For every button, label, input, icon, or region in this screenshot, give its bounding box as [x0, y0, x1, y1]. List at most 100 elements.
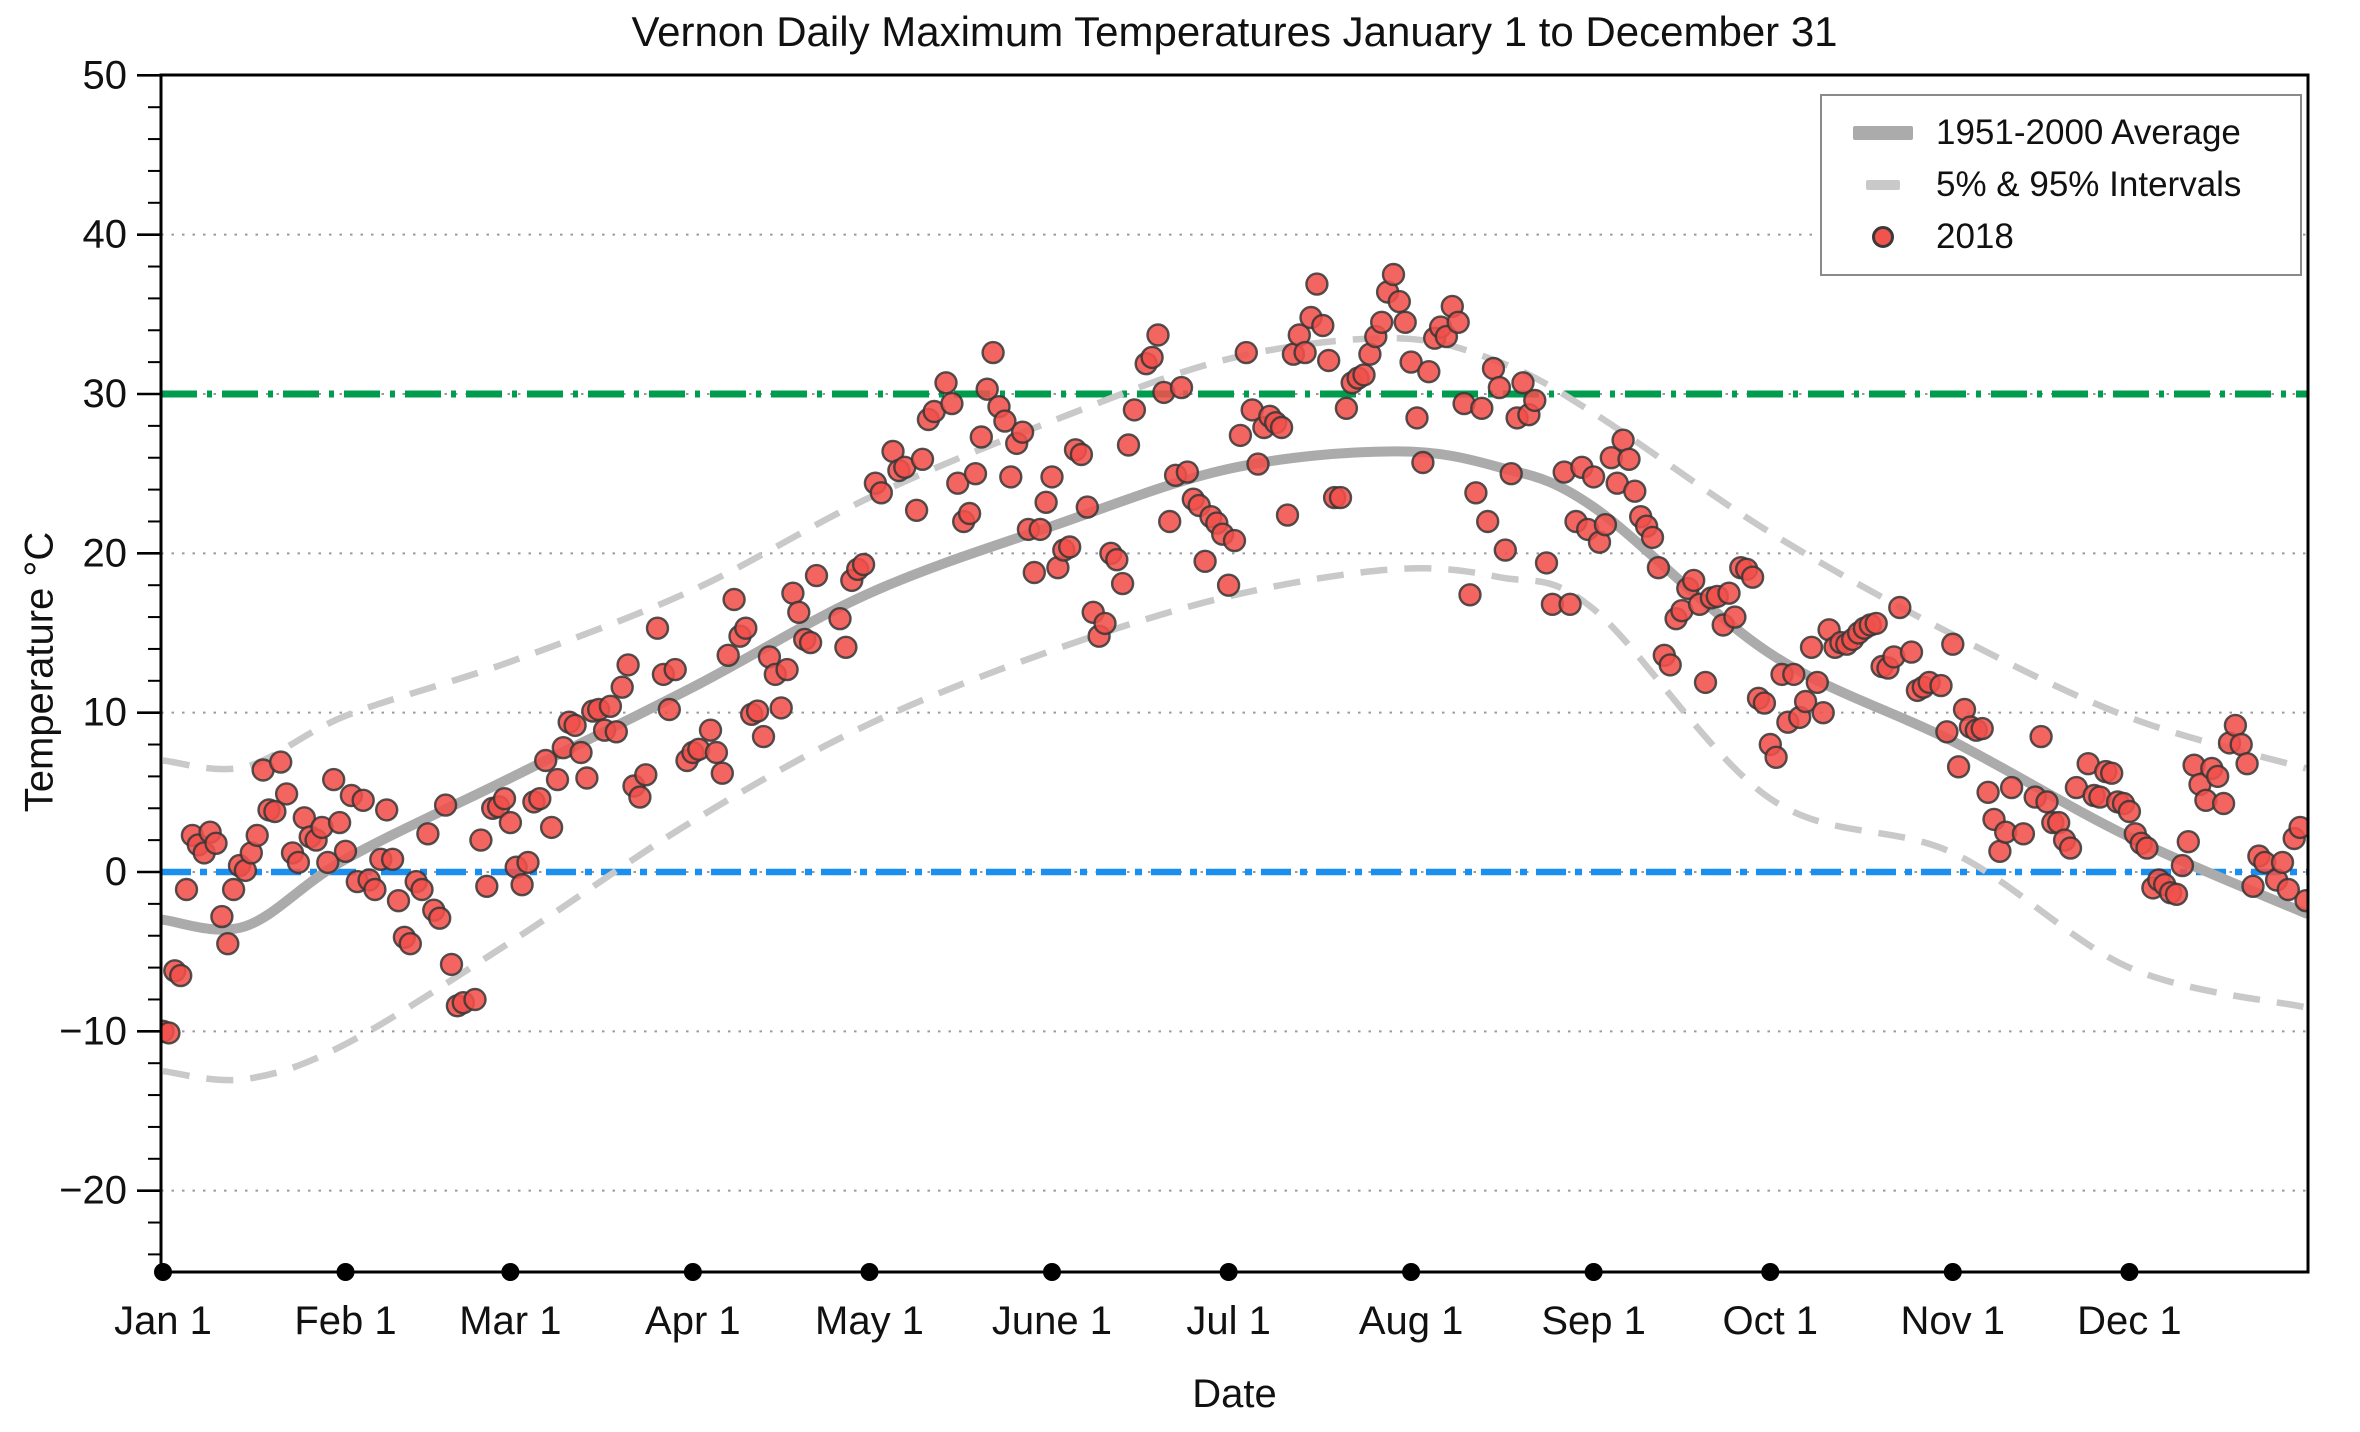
- y-tick-label: −10: [59, 1009, 127, 1053]
- data-point-2018: [1316, 348, 1341, 373]
- data-point-2018: [2229, 732, 2253, 757]
- data-point-2018: [316, 850, 340, 875]
- data-point-2018: [410, 877, 434, 902]
- data-point-2018: [333, 839, 358, 863]
- y-axis-title: Temperature °C: [17, 531, 62, 813]
- data-point-2018: [1611, 428, 1635, 452]
- average-1951-2000-line: [161, 446, 2308, 935]
- x-tick-label: Nov 1: [1901, 1299, 2006, 1343]
- data-point-2018: [1105, 548, 1129, 572]
- y-tick-label: 0: [105, 850, 127, 894]
- interval-5-line: [162, 565, 2307, 1084]
- y-axis: −20 −10 0 10 20 30 40 50: [59, 53, 161, 1256]
- x-axis: Jan 1 Feb 1 Mar 1 Apr 1 May 1 June 1 Jul 1 Aug …: [114, 1263, 2182, 1343]
- data-point-2018: [2135, 836, 2159, 860]
- data-point-2018: [969, 425, 993, 449]
- data-point-2018: [1511, 371, 1535, 395]
- data-point-2018: [1269, 415, 1294, 440]
- data-point-2018: [439, 952, 464, 977]
- data-point-2018: [734, 616, 758, 640]
- data-point-2018: [1228, 423, 1253, 448]
- data-point-2018: [1034, 490, 1058, 514]
- data-point-2018: [963, 462, 988, 486]
- month-tick-dot: [1943, 1263, 1962, 1281]
- gridlines: [161, 233, 2308, 1192]
- data-point-2018: [1146, 323, 1170, 347]
- data-point-2018: [1122, 398, 1147, 422]
- data-point-2018: [1782, 662, 1806, 687]
- y-tick-label: 30: [83, 372, 128, 416]
- data-point-2018: [1888, 595, 1912, 620]
- data-point-2018: [934, 371, 958, 395]
- x-tick-label: Aug 1: [1359, 1299, 1464, 1343]
- data-point-2018: [475, 874, 499, 898]
- data-point-2018: [2099, 761, 2124, 785]
- data-point-2018: [286, 850, 311, 875]
- data-point-2018: [380, 847, 405, 871]
- data-point-2018: [698, 718, 723, 742]
- data-point-2018: [993, 409, 1017, 433]
- interval-95-line: [162, 334, 2307, 773]
- data-point-2018: [1799, 635, 1824, 659]
- data-point-2018: [1399, 350, 1423, 374]
- x-tick-label: Sep 1: [1541, 1299, 1646, 1343]
- data-point-2018: [1929, 673, 1953, 698]
- data-point-2018: [1293, 340, 1317, 365]
- x-tick-label: Jul 1: [1186, 1299, 1271, 1343]
- data-point-2018: [1658, 653, 1682, 677]
- data-point-2018: [1305, 272, 1329, 296]
- data-point-2018: [1040, 465, 1064, 489]
- data-point-2018: [2035, 790, 2059, 814]
- data-point-2018: [161, 1021, 181, 1045]
- data-point-2018: [575, 766, 599, 790]
- legend-item-intervals: 5% & 95% Intervals: [1844, 162, 2282, 208]
- data-point-2018: [2011, 822, 2036, 846]
- x-tick-label: May 1: [815, 1299, 924, 1343]
- data-point-2018: [2117, 799, 2142, 824]
- data-point-2018: [2211, 791, 2236, 816]
- data-point-2018: [787, 600, 811, 624]
- data-point-2018: [528, 787, 552, 811]
- data-point-2018: [1352, 363, 1376, 387]
- data-point-2018: [463, 987, 487, 1012]
- data-point-2018: [751, 724, 776, 749]
- data-point-2018: [1493, 538, 1518, 562]
- x-tick-label: June 1: [992, 1299, 1112, 1343]
- data-point-2018: [663, 657, 687, 682]
- data-point-2018: [351, 788, 375, 812]
- data-point-2018: [828, 607, 852, 631]
- data-point-2018: [1941, 632, 1965, 656]
- scatter-dot-swatch: [1844, 226, 1922, 248]
- data-point-2018: [1999, 775, 2024, 800]
- data-point-2018: [1935, 720, 1959, 744]
- data-point-2018: [1534, 551, 1559, 575]
- data-point-2018: [1405, 406, 1429, 430]
- data-point-2018: [2029, 724, 2053, 749]
- chart-legend: 1951-2000 Average 5% & 95% Intervals 201…: [1820, 94, 2302, 276]
- data-point-2018: [1976, 780, 2000, 804]
- data-point-2018: [1487, 375, 1512, 400]
- month-tick-dot: [336, 1263, 355, 1281]
- data-point-2018: [1646, 556, 1671, 580]
- data-point-2018: [1752, 691, 1777, 715]
- data-point-2018: [433, 793, 458, 817]
- data-point-2018: [2294, 889, 2308, 913]
- data-point-2018: [1387, 289, 1412, 314]
- interval-line-swatch: [1844, 180, 1922, 190]
- data-point-2018: [263, 799, 287, 824]
- data-point-2018: [2241, 874, 2265, 898]
- data-point-2018: [1899, 640, 1924, 664]
- data-point-2018: [1640, 525, 1665, 550]
- x-tick-label: Jan 1: [114, 1299, 212, 1343]
- legend-label-intervals: 5% & 95% Intervals: [1936, 165, 2242, 204]
- data-point-2018: [1740, 565, 1765, 589]
- month-tick-dot: [154, 1263, 172, 1281]
- data-point-2018: [834, 635, 858, 659]
- data-point-2018: [1010, 420, 1035, 444]
- y-tick-label: 40: [83, 213, 128, 257]
- data-point-2018: [1140, 345, 1164, 370]
- data-point-2018: [598, 694, 623, 718]
- month-tick-dot: [1219, 1263, 1238, 1281]
- legend-label-2018: 2018: [1936, 217, 2014, 256]
